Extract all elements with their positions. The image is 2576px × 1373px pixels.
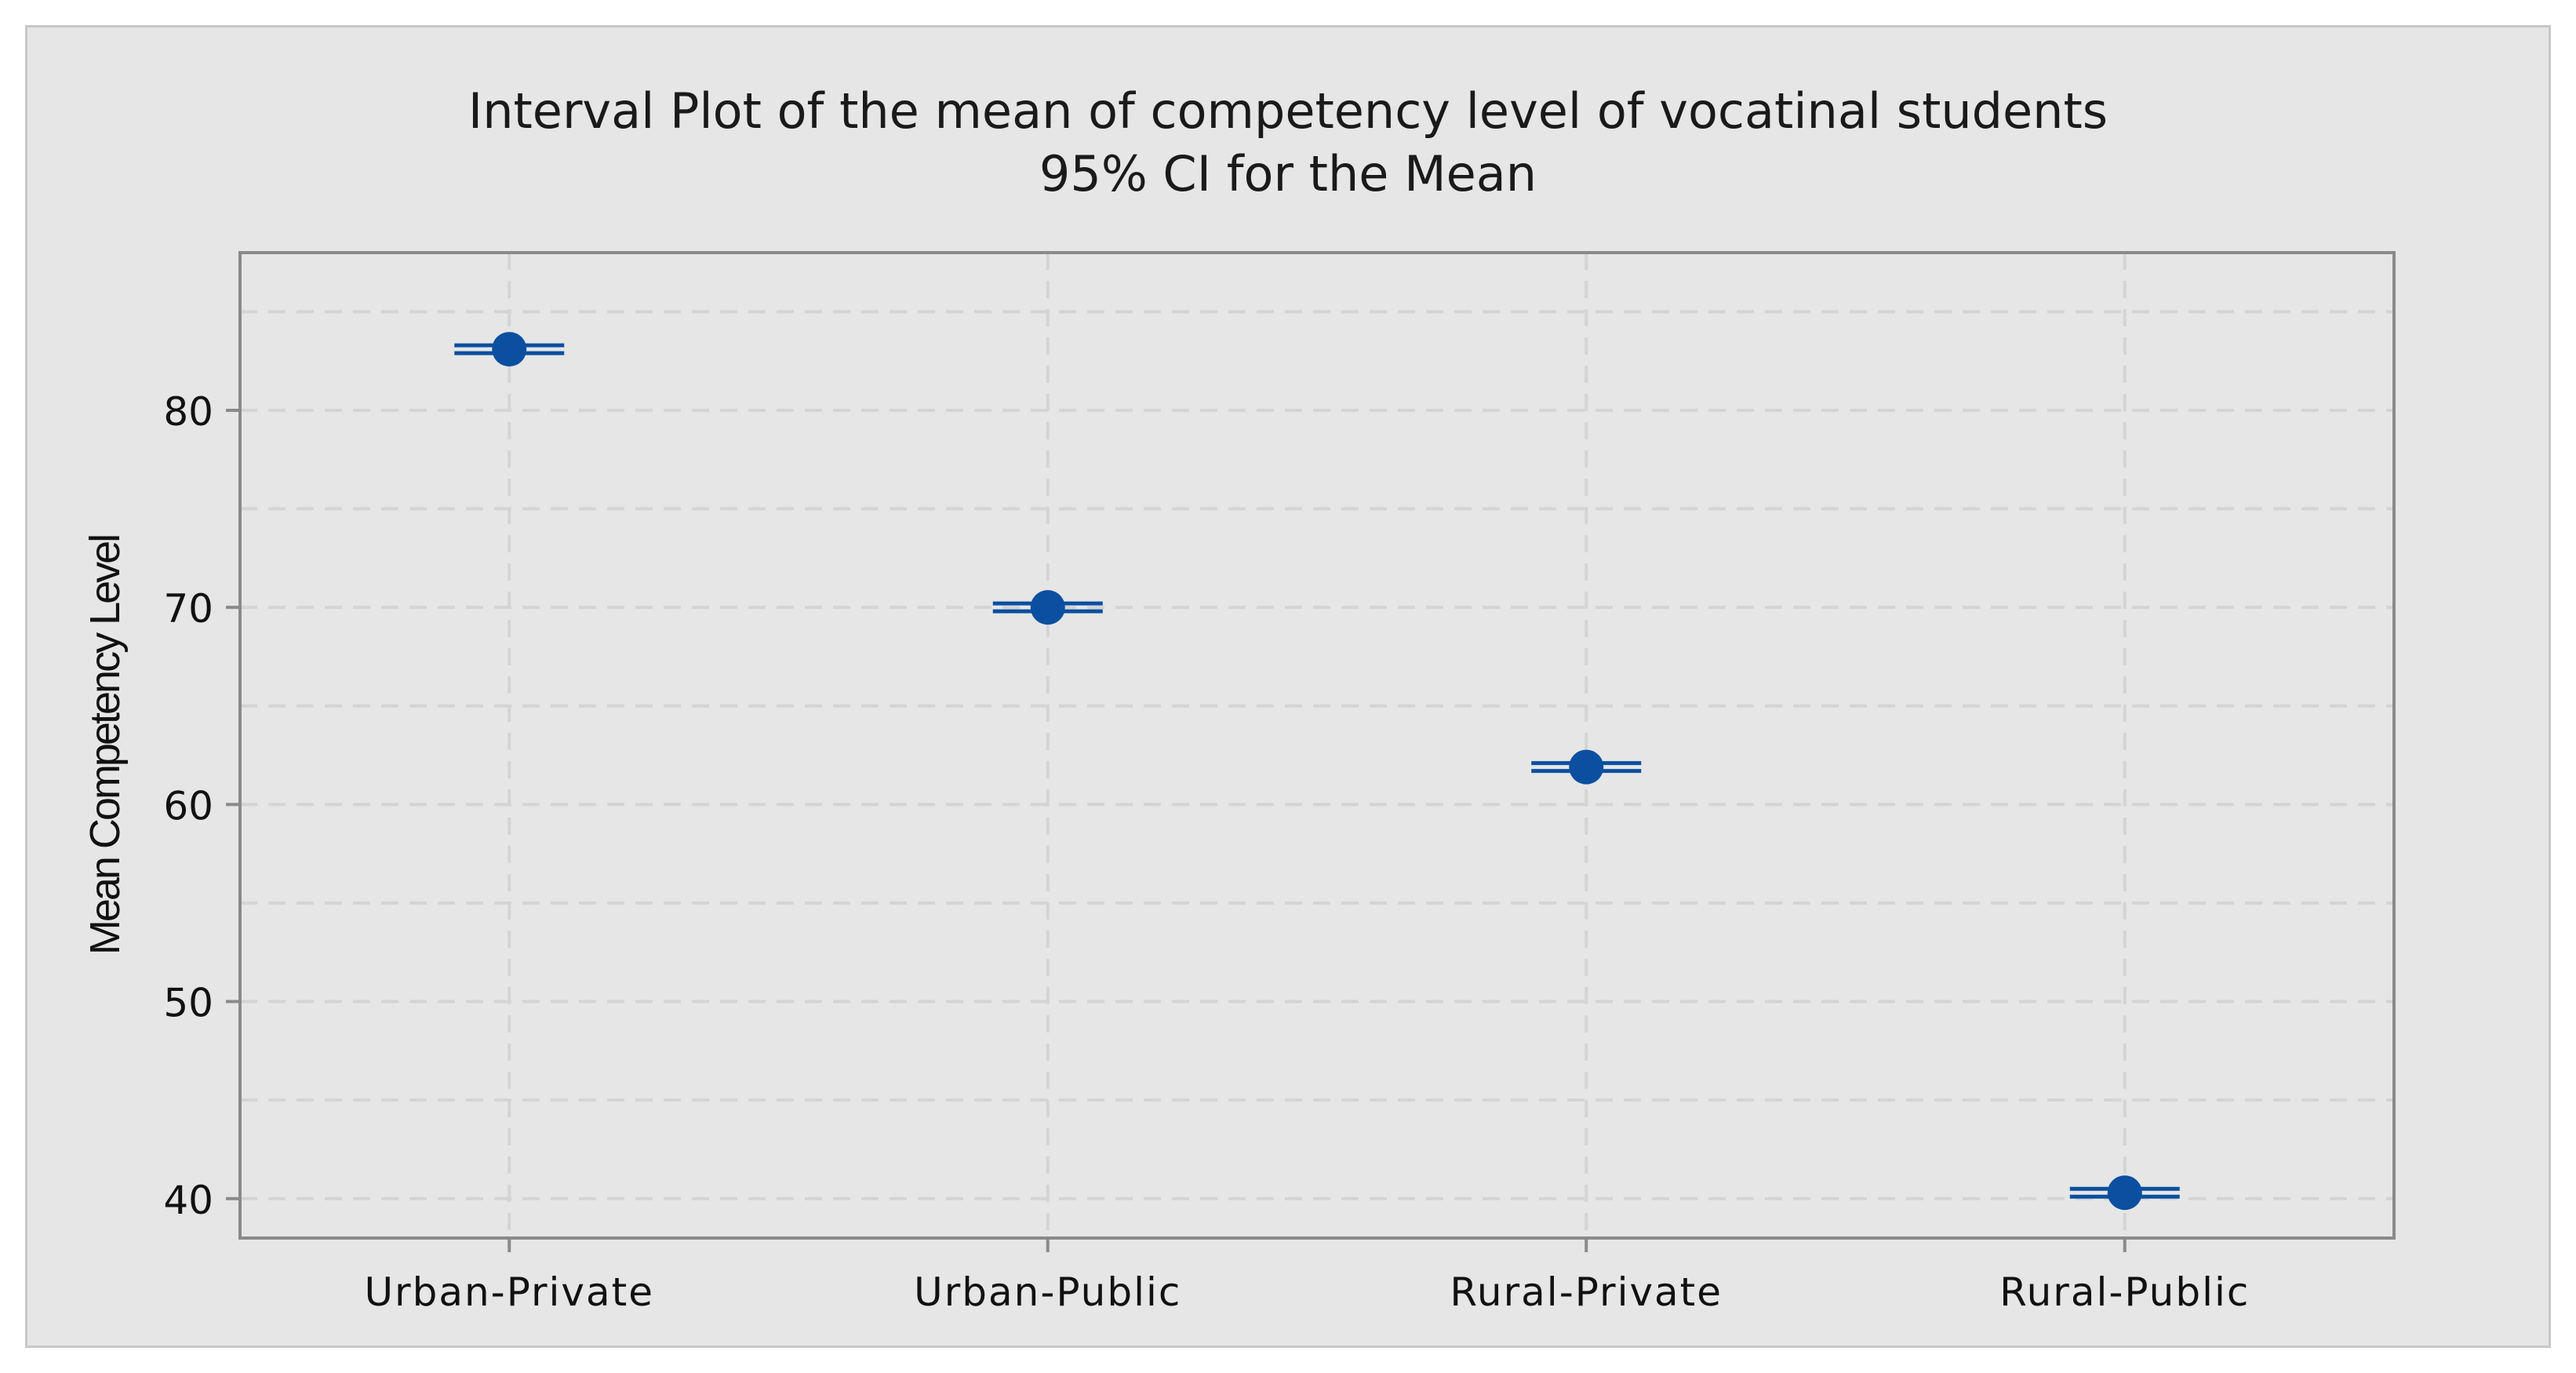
y-axis-label: Mean Competency Level <box>82 536 129 955</box>
mean-point <box>1030 590 1065 625</box>
chart-subtitle: 95% CI for the Mean <box>1039 145 1537 202</box>
y-tick-labels: 40 50 60 70 80 <box>163 389 213 1223</box>
plot-area <box>238 251 2396 1240</box>
x-tick-label: Urban-Public <box>914 1269 1181 1315</box>
x-tick-labels: Urban-Private Urban-Public Rural-Private Ru… <box>364 1269 2250 1315</box>
x-tick-label: Rural-Private <box>1450 1269 1723 1315</box>
y-tick-label: 70 <box>163 586 213 632</box>
mean-point <box>492 332 527 367</box>
y-tick-label: 60 <box>163 783 213 829</box>
interval-marks <box>454 332 2180 1211</box>
x-tick-label: Urban-Private <box>364 1269 654 1315</box>
y-tick-label: 80 <box>163 389 213 435</box>
chart-frame <box>25 25 2551 1348</box>
mean-point <box>1569 749 1604 785</box>
mean-point <box>2107 1175 2142 1211</box>
y-tick-label: 50 <box>163 981 213 1026</box>
chart-title: Interval Plot of the mean of competency … <box>468 82 2108 140</box>
grid-layer <box>240 253 2394 1238</box>
tick-layer <box>226 408 2127 1252</box>
x-tick-label: Rural-Public <box>1999 1269 2250 1315</box>
y-tick-label: 40 <box>163 1178 213 1223</box>
chart-title-block: Interval Plot of the mean of competency … <box>0 80 2576 206</box>
